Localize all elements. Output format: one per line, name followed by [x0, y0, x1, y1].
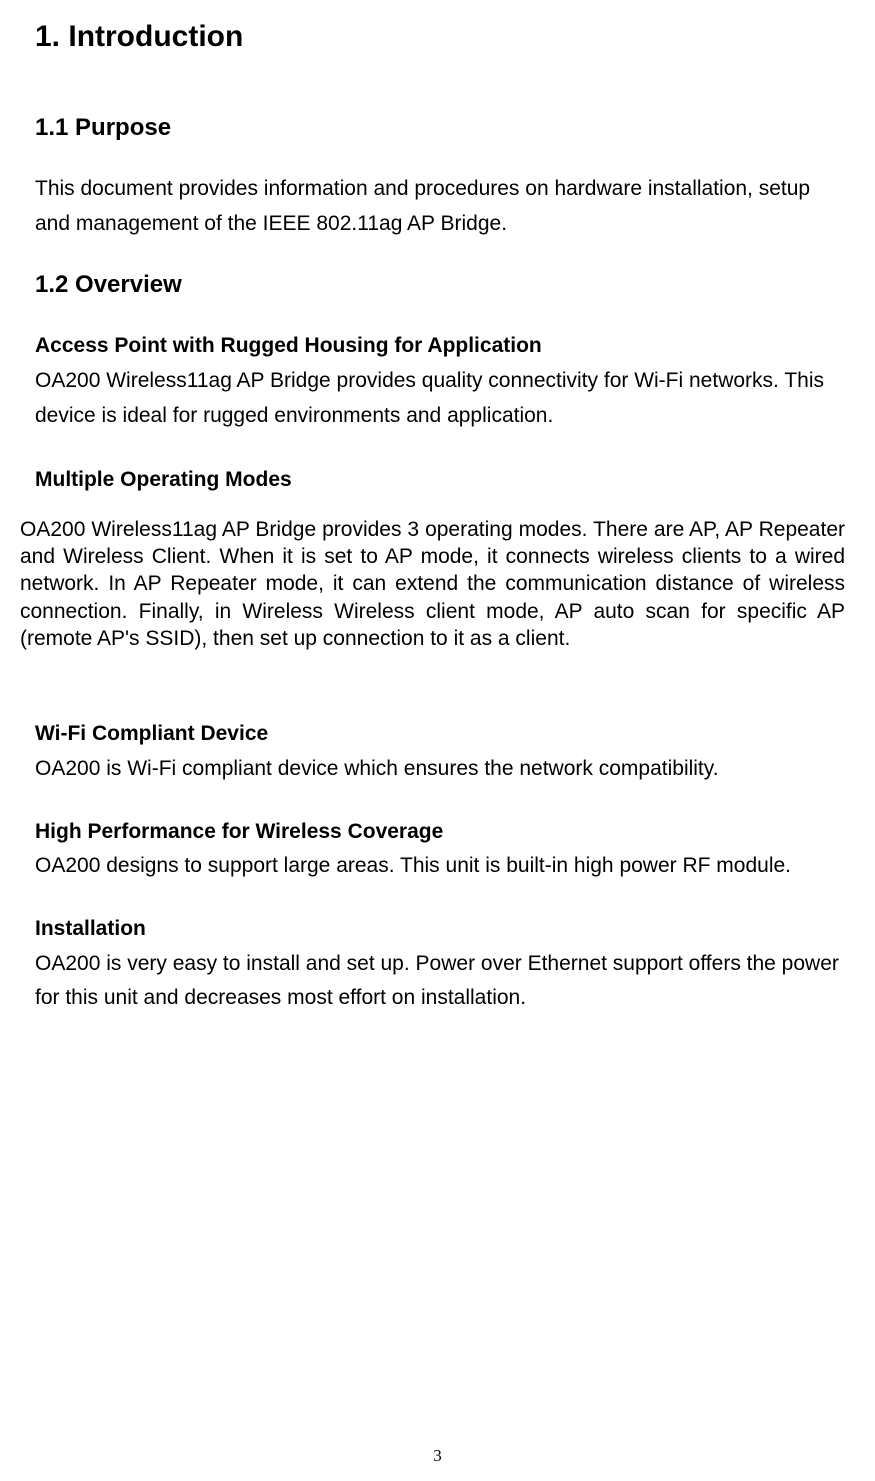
installation-heading: Installation	[35, 912, 845, 947]
wifi-block: Wi-Fi Compliant Device OA200 is Wi-Fi co…	[35, 717, 845, 786]
subsection-heading-overview: 1.2 Overview	[35, 271, 845, 299]
performance-block: High Performance for Wireless Coverage O…	[35, 815, 845, 884]
performance-heading: High Performance for Wireless Coverage	[35, 815, 845, 850]
purpose-body: This document provides information and p…	[35, 172, 845, 241]
wifi-heading: Wi-Fi Compliant Device	[35, 717, 845, 752]
access-point-body: OA200 Wireless11ag AP Bridge provides qu…	[35, 364, 845, 433]
wifi-body: OA200 is Wi-Fi compliant device which en…	[35, 752, 845, 787]
modes-heading-wrap: Multiple Operating Modes	[35, 463, 845, 498]
modes-heading: Multiple Operating Modes	[35, 463, 845, 498]
installation-block: Installation OA200 is very easy to insta…	[35, 912, 845, 1016]
access-point-heading: Access Point with Rugged Housing for App…	[35, 329, 845, 364]
subsection-heading-purpose: 1.1 Purpose	[35, 114, 845, 142]
modes-body: OA200 Wireless11ag AP Bridge provides 3 …	[20, 516, 845, 652]
installation-body: OA200 is very easy to install and set up…	[35, 947, 845, 1016]
section-heading-1: 1. Introduction	[35, 20, 845, 54]
page-number: 3	[433, 1446, 442, 1466]
access-point-block: Access Point with Rugged Housing for App…	[35, 329, 845, 433]
performance-body: OA200 designs to support large areas. Th…	[35, 849, 845, 884]
